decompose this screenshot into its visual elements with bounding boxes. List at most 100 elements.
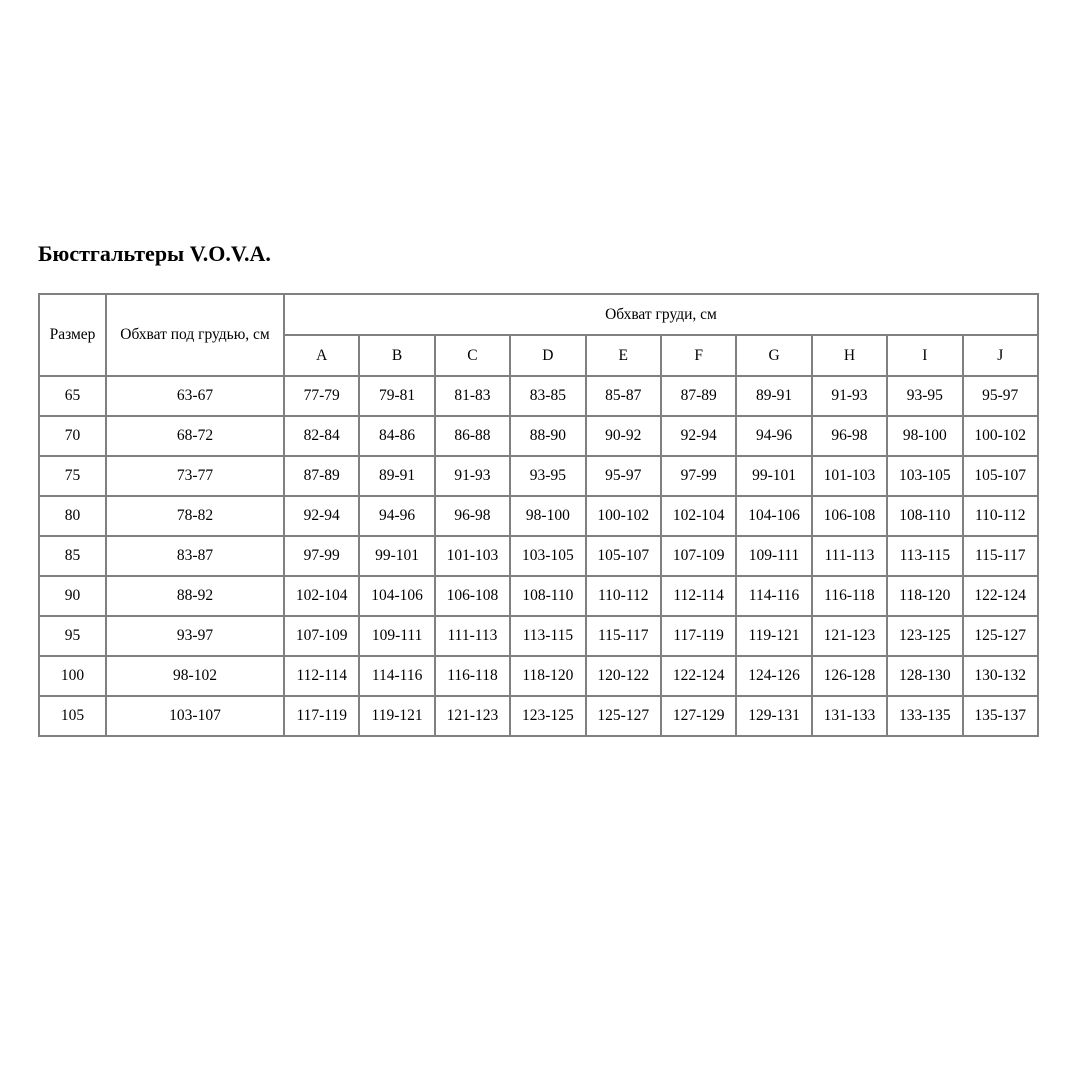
cup-cell: 135-137	[961, 695, 1039, 737]
size-cell: 75	[38, 455, 107, 497]
cup-cell: 107-109	[282, 615, 361, 657]
cup-cell: 85-87	[584, 375, 662, 417]
cup-cell: 115-117	[584, 615, 662, 657]
cup-cell: 98-100	[509, 495, 587, 537]
bra-size-table: Размер Обхват под грудью, см Обхват груд…	[38, 293, 1039, 737]
table-header: Размер Обхват под грудью, см Обхват груд…	[38, 293, 1039, 377]
cup-cell: 100-102	[584, 495, 662, 537]
cup-cell: 130-132	[961, 655, 1039, 697]
cup-cell: 99-101	[358, 535, 436, 577]
cup-cell: 108-110	[509, 575, 587, 617]
cup-cell: 110-112	[961, 495, 1039, 537]
cup-cell: 123-125	[886, 615, 964, 657]
cup-column-header: C	[433, 334, 512, 377]
header-row-top: Размер Обхват под грудью, см Обхват груд…	[38, 293, 1039, 377]
cup-column-header: A	[282, 334, 361, 377]
cup-cell: 104-106	[735, 495, 813, 537]
cup-cell: 116-118	[810, 575, 889, 617]
cup-column-header: G	[735, 334, 813, 377]
cup-cell: 122-124	[659, 655, 738, 697]
cup-cell: 111-113	[810, 535, 889, 577]
underbust-cell: 83-87	[105, 535, 285, 577]
size-cell: 105	[38, 695, 107, 737]
cup-cell: 102-104	[282, 575, 361, 617]
cup-cell: 82-84	[282, 415, 361, 457]
cup-cell: 94-96	[735, 415, 813, 457]
cup-cell: 101-103	[433, 535, 512, 577]
cup-cell: 110-112	[584, 575, 662, 617]
cup-cell: 87-89	[659, 375, 738, 417]
underbust-cell: 88-92	[105, 575, 285, 617]
cup-cell: 120-122	[584, 655, 662, 697]
table-row: 75 73-77 87-89 89-91 91-93 93-95 95-97 97-99 99-…	[38, 455, 1039, 497]
cup-cell: 93-95	[509, 455, 587, 497]
table-row: 100 98-102 112-114 114-116 116-118 118-120 120…	[38, 655, 1039, 697]
cup-cell: 77-79	[282, 375, 361, 417]
cup-cell: 95-97	[584, 455, 662, 497]
table-row: 95 93-97 107-109 109-111 111-113 113-115 115-1…	[38, 615, 1039, 657]
cup-cell: 91-93	[810, 375, 889, 417]
underbust-cell: 68-72	[105, 415, 285, 457]
table-row: 85 83-87 97-99 99-101 101-103 103-105 105-107 1…	[38, 535, 1039, 577]
cup-cell: 97-99	[659, 455, 738, 497]
cup-cell: 106-108	[433, 575, 512, 617]
cup-column-header: F	[659, 334, 738, 377]
cup-cell: 115-117	[961, 535, 1039, 577]
cup-cell: 96-98	[810, 415, 889, 457]
cup-column-header: D	[509, 334, 587, 377]
cup-column-header: I	[886, 334, 964, 377]
cup-cell: 111-113	[433, 615, 512, 657]
size-cell: 80	[38, 495, 107, 537]
cup-cell: 116-118	[433, 655, 512, 697]
cup-cell: 105-107	[961, 455, 1039, 497]
cup-cell: 113-115	[509, 615, 587, 657]
cup-cell: 119-121	[735, 615, 813, 657]
cup-cell: 102-104	[659, 495, 738, 537]
cup-cell: 104-106	[358, 575, 436, 617]
cup-cell: 88-90	[509, 415, 587, 457]
size-cell: 70	[38, 415, 107, 457]
table-row: 80 78-82 92-94 94-96 96-98 98-100 100-102 102-1…	[38, 495, 1039, 537]
cup-cell: 105-107	[584, 535, 662, 577]
cup-cell: 114-116	[358, 655, 436, 697]
cup-cell: 84-86	[358, 415, 436, 457]
cup-cell: 108-110	[886, 495, 964, 537]
cup-cell: 119-121	[358, 695, 436, 737]
cup-cell: 122-124	[961, 575, 1039, 617]
cup-cell: 125-127	[961, 615, 1039, 657]
cup-cell: 131-133	[810, 695, 889, 737]
cup-cell: 94-96	[358, 495, 436, 537]
cup-cell: 79-81	[358, 375, 436, 417]
cup-cell: 109-111	[735, 535, 813, 577]
cup-cell: 109-111	[358, 615, 436, 657]
cup-cell: 99-101	[735, 455, 813, 497]
underbust-cell: 103-107	[105, 695, 285, 737]
cup-cell: 121-123	[810, 615, 889, 657]
bust-group-header: Обхват груди, см	[283, 293, 1039, 336]
size-column-header: Размер	[38, 293, 107, 377]
table-row: 105 103-107 117-119 119-121 121-123 123-125 12…	[38, 695, 1039, 737]
cup-cell: 90-92	[584, 415, 662, 457]
cup-cell: 83-85	[509, 375, 587, 417]
cup-cell: 113-115	[886, 535, 964, 577]
cup-cell: 112-114	[282, 655, 361, 697]
cup-cell: 81-83	[433, 375, 512, 417]
table-body: 65 63-67 77-79 79-81 81-83 83-85 85-87 87-89 89-…	[38, 375, 1039, 737]
cup-cell: 100-102	[961, 415, 1039, 457]
cup-cell: 123-125	[509, 695, 587, 737]
underbust-cell: 63-67	[105, 375, 285, 417]
cup-cell: 92-94	[659, 415, 738, 457]
cup-cell: 118-120	[509, 655, 587, 697]
cup-cell: 126-128	[810, 655, 889, 697]
cup-column-header: H	[810, 334, 889, 377]
size-cell: 95	[38, 615, 107, 657]
cup-cell: 101-103	[810, 455, 889, 497]
cup-cell: 124-126	[735, 655, 813, 697]
size-cell: 100	[38, 655, 107, 697]
cup-cell: 92-94	[282, 495, 361, 537]
cup-cell: 93-95	[886, 375, 964, 417]
cup-cell: 86-88	[433, 415, 512, 457]
table-row: 90 88-92 102-104 104-106 106-108 108-110 110-1…	[38, 575, 1039, 617]
cup-cell: 103-105	[509, 535, 587, 577]
